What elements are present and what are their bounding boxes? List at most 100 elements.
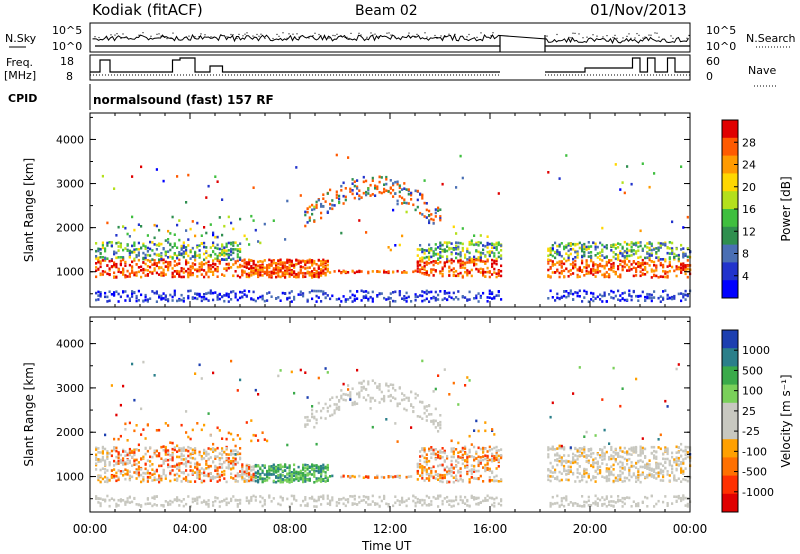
- echo-cell: [104, 467, 107, 471]
- echo-cell: [610, 465, 613, 468]
- echo-cell: [500, 274, 503, 278]
- echo-cell: [603, 245, 606, 249]
- echo-cell: [115, 290, 118, 293]
- echo-cell: [146, 423, 149, 427]
- echo-cell: [340, 396, 343, 400]
- echo-cell: [457, 297, 460, 301]
- echo-cell: [241, 295, 244, 299]
- echo-cell: [225, 447, 228, 450]
- echo-cell: [167, 241, 170, 244]
- search-noise-point: [374, 33, 376, 35]
- freq-label-2: [MHz]: [4, 69, 36, 82]
- echo-cell: [610, 472, 613, 475]
- echo-cell: [234, 261, 237, 265]
- echo-cell: [158, 253, 161, 256]
- echo-cell: [421, 454, 424, 458]
- echo-cell: [558, 504, 561, 508]
- echo-cell: [380, 397, 383, 401]
- echo-cell: [329, 207, 332, 210]
- search-noise-point: [372, 34, 374, 36]
- echo-cell: [495, 456, 498, 460]
- echo-cell: [495, 449, 498, 453]
- echo-cell: [275, 275, 278, 279]
- echo-cell: [131, 251, 134, 254]
- echo-cell: [104, 295, 107, 299]
- echo-cell: [320, 202, 323, 206]
- echo-cell: [180, 452, 183, 456]
- echo-cell: [443, 450, 446, 453]
- search-noise-point: [568, 36, 570, 39]
- echo-cell: [293, 474, 296, 478]
- echo-cell: [560, 458, 563, 462]
- echo-cell: [135, 424, 138, 427]
- echo-cell: [594, 469, 597, 473]
- echo-cell: [549, 251, 552, 254]
- echo-cell: [362, 290, 365, 293]
- echo-cell: [650, 242, 653, 246]
- echo-cell: [230, 242, 233, 246]
- echo-cell: [223, 477, 226, 480]
- echo-cell: [191, 497, 194, 501]
- echo-cell: [308, 465, 311, 469]
- echo-cell: [448, 469, 451, 472]
- echo-cell: [572, 504, 575, 507]
- echo-cell: [682, 262, 685, 265]
- echo-cell: [617, 246, 620, 249]
- echo-cell: [128, 451, 131, 454]
- echo-cell: [128, 299, 131, 302]
- echo-cell: [306, 207, 309, 211]
- echo-cell: [358, 189, 361, 192]
- echo-cell: [493, 455, 496, 458]
- echo-cell: [306, 221, 309, 224]
- echo-cell: [207, 254, 210, 257]
- echo-cell: [653, 248, 656, 251]
- echo-cell: [358, 495, 361, 499]
- echo-cell: [257, 273, 260, 277]
- echo-cell: [612, 243, 615, 246]
- echo-cell: [176, 499, 179, 503]
- echo-cell: [556, 292, 559, 296]
- echo-cell: [196, 473, 199, 477]
- echo-cell: [351, 192, 354, 196]
- echo-cell: [302, 468, 305, 471]
- echo-cell: [133, 398, 136, 402]
- echo-cell: [657, 259, 660, 262]
- echo-cell: [349, 296, 352, 299]
- echo-cell: [416, 470, 419, 473]
- echo-cell: [232, 227, 235, 231]
- echo-cell: [252, 269, 255, 273]
- echo-cell: [104, 433, 107, 437]
- echo-cell: [234, 241, 237, 244]
- echo-cell: [315, 469, 318, 473]
- echo-cell: [565, 259, 568, 263]
- echo-cell: [106, 451, 109, 455]
- echo-cell: [153, 452, 156, 456]
- echo-cell: [200, 467, 203, 470]
- echo-cell: [497, 294, 500, 297]
- echo-cell: [585, 456, 588, 459]
- echo-cell: [221, 453, 224, 456]
- echo-cell: [425, 472, 428, 476]
- echo-cell: [387, 270, 390, 273]
- echo-cell: [115, 251, 118, 255]
- echo-cell: [322, 260, 325, 264]
- echo-cell: [342, 392, 345, 396]
- echo-cell: [437, 206, 440, 210]
- echo-cell: [212, 504, 215, 507]
- echo-cell: [245, 421, 248, 424]
- echo-cell: [423, 249, 426, 252]
- echo-cell: [279, 476, 282, 480]
- echo-cell: [601, 226, 604, 230]
- echo-cell: [578, 366, 581, 369]
- echo-cell: [167, 229, 170, 233]
- echo-cell: [212, 371, 215, 375]
- echo-cell: [149, 455, 152, 459]
- echo-cell: [486, 454, 489, 458]
- echo-cell: [239, 250, 242, 253]
- echo-cell: [171, 299, 174, 302]
- echo-cell: [367, 270, 370, 274]
- echo-cell: [146, 478, 149, 481]
- echo-cell: [565, 295, 568, 299]
- echo-cell: [365, 179, 368, 183]
- search-noise-point: [194, 36, 196, 38]
